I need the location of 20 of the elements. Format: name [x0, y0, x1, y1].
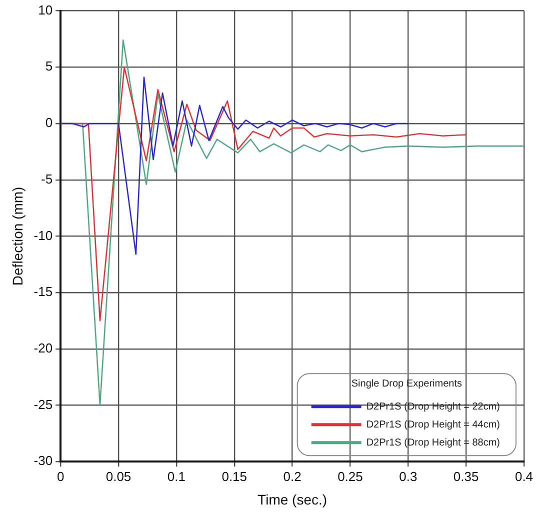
x-tick-label: 0.1	[167, 468, 186, 484]
y-axis-title: Deflection (mm)	[9, 186, 26, 286]
x-tick-label: 0.2	[283, 468, 302, 484]
x-tick-label: 0.15	[222, 468, 248, 484]
y-tick-label: 0	[45, 115, 53, 130]
x-tick-label: 0.25	[338, 468, 363, 484]
y-tick-label: -25	[34, 396, 53, 412]
y-tick-label: -5	[41, 171, 53, 186]
x-tick-label: 0.35	[453, 468, 479, 484]
x-tick-label: 0.4	[514, 468, 534, 484]
y-tick-label: -10	[34, 228, 53, 243]
y-tick-label: -20	[34, 340, 53, 356]
x-tick-label: 0.3	[399, 468, 418, 484]
y-tick-label: 5	[45, 58, 53, 74]
y-tick-label: -30	[34, 453, 53, 468]
x-tick-label: 0.05	[106, 468, 132, 484]
y-tick-label: -15	[34, 284, 53, 300]
x-axis-title: Time (sec.)	[258, 491, 328, 508]
y-tick-label: 10	[38, 2, 53, 18]
x-tick-label: 0	[56, 468, 64, 484]
